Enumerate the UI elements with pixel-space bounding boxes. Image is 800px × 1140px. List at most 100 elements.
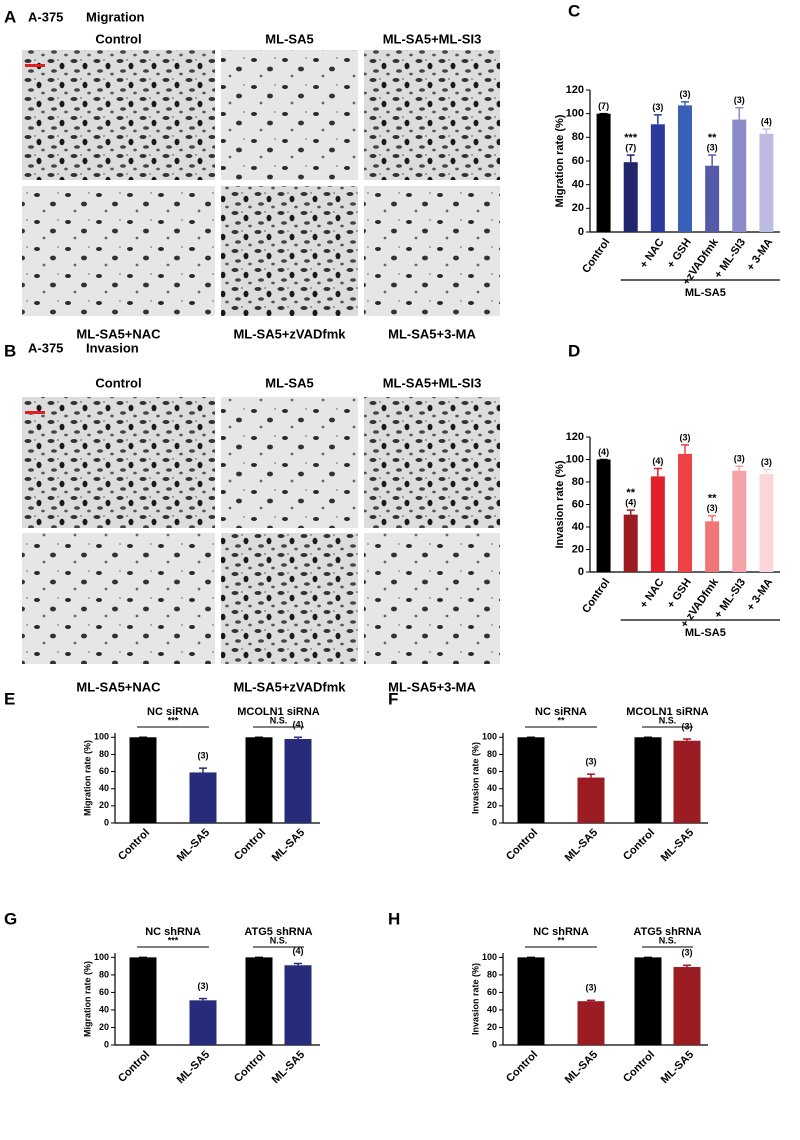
- y-axis-title: Invasion rate (%): [470, 963, 480, 1035]
- panel-letter: E: [4, 689, 15, 708]
- bar: [673, 967, 701, 1045]
- n-label: (3): [138, 956, 149, 966]
- panel-letter: C: [568, 1, 580, 20]
- n-label: (4): [761, 116, 772, 126]
- bar: [189, 1000, 217, 1045]
- y-tick-label: 40: [572, 521, 584, 533]
- x-tick-label: + NAC: [638, 236, 667, 270]
- y-tick-label: 0: [578, 226, 584, 238]
- image-label: ML-SA5+ML-SI3: [383, 375, 482, 390]
- n-label: (4): [293, 720, 304, 730]
- bar: [732, 470, 747, 572]
- group-label: ATG5 shRNA: [244, 926, 312, 938]
- x-tick-label: Control: [621, 1049, 657, 1085]
- panel-letter: B: [4, 341, 16, 360]
- y-tick-label: 60: [572, 155, 584, 167]
- image-label: ML-SA5+zVADfmk: [233, 679, 346, 694]
- y-tick-label: 20: [487, 800, 497, 810]
- x-tick-label: Control: [232, 827, 268, 863]
- scale-bar: [25, 64, 45, 67]
- n-label: (3): [707, 142, 718, 152]
- x-tick-label: + 3-MA: [745, 236, 776, 273]
- y-tick-label: 20: [99, 800, 109, 810]
- micrograph: [221, 186, 358, 316]
- group-label: NC siRNA: [535, 706, 587, 718]
- significance: ***: [624, 132, 638, 144]
- n-label: (3): [734, 454, 745, 464]
- x-tick-label: Control: [116, 827, 152, 863]
- y-tick-label: 60: [487, 766, 497, 776]
- bar: [732, 119, 747, 232]
- n-label: (4): [254, 736, 265, 746]
- y-tick-label: 20: [99, 1022, 109, 1032]
- group-label: ML-SA5: [685, 287, 726, 299]
- x-tick-label: Control: [621, 827, 657, 863]
- group-label: NC shRNA: [533, 926, 589, 938]
- n-label: (4): [254, 956, 265, 966]
- x-tick-label: ML-SA5: [175, 827, 212, 864]
- bar: [129, 957, 157, 1045]
- significance: ***: [168, 935, 179, 945]
- y-tick-label: 100: [94, 732, 109, 742]
- image-label: ML-SA5+3-MA: [388, 679, 476, 694]
- n-label: (3): [198, 751, 209, 761]
- y-tick-label: 20: [487, 1022, 497, 1032]
- bar: [596, 459, 611, 572]
- significance: N.S.: [659, 935, 677, 945]
- y-axis-title: Invasion rate (%): [554, 460, 566, 548]
- micrograph: [221, 397, 358, 528]
- n-label: (7): [598, 101, 609, 111]
- significance: ***: [168, 715, 179, 725]
- bar: [623, 514, 638, 572]
- panel-letter: H: [388, 909, 400, 928]
- x-tick-label: + 3-MA: [745, 576, 776, 613]
- n-label: (3): [680, 89, 691, 99]
- y-tick-label: 100: [566, 453, 584, 465]
- x-tick-label: Control: [580, 237, 612, 276]
- n-label: (3): [734, 95, 745, 105]
- y-axis-title: Migration rate (%): [82, 961, 92, 1037]
- bar: [650, 124, 665, 232]
- y-tick-label: 0: [578, 566, 584, 578]
- bar: [577, 777, 605, 823]
- group-label: ATG5 shRNA: [633, 926, 701, 938]
- micrograph: [22, 533, 215, 664]
- group-label: ML-SA5: [685, 627, 726, 639]
- y-tick-label: 60: [99, 766, 109, 776]
- y-tick-label: 100: [94, 952, 109, 962]
- bar: [284, 965, 312, 1045]
- image-label: Control: [95, 31, 141, 46]
- n-label: (4): [625, 498, 636, 508]
- cell-line: A-375: [28, 340, 63, 355]
- bar: [517, 957, 545, 1045]
- y-tick-label: 20: [572, 202, 584, 214]
- significance: **: [626, 487, 635, 499]
- y-tick-label: 80: [99, 749, 109, 759]
- cell-line: A-375: [28, 9, 63, 24]
- y-tick-label: 80: [572, 476, 584, 488]
- group-label: MCOLN1 siRNA: [237, 706, 320, 718]
- bar: [678, 453, 692, 572]
- n-label: (3): [586, 757, 597, 767]
- n-label: (3): [526, 736, 537, 746]
- significance: N.S.: [659, 715, 677, 725]
- n-label: (4): [652, 456, 663, 466]
- bar: [577, 1001, 605, 1045]
- bar: [623, 162, 638, 232]
- bar: [759, 133, 774, 232]
- micrograph: [364, 50, 500, 180]
- y-tick-label: 100: [482, 952, 497, 962]
- significance: N.S.: [270, 715, 288, 725]
- y-tick-label: 100: [566, 108, 584, 120]
- x-tick-label: ML-SA5: [270, 827, 307, 864]
- y-tick-label: 120: [566, 431, 584, 443]
- y-tick-label: 0: [104, 1039, 109, 1049]
- n-label: (3): [682, 948, 693, 958]
- n-label: (4): [293, 946, 304, 956]
- image-label: ML-SA5+zVADfmk: [233, 326, 346, 341]
- bar: [245, 737, 273, 823]
- panel-letter: G: [4, 909, 17, 928]
- y-tick-label: 60: [572, 498, 584, 510]
- x-tick-label: Control: [580, 577, 612, 616]
